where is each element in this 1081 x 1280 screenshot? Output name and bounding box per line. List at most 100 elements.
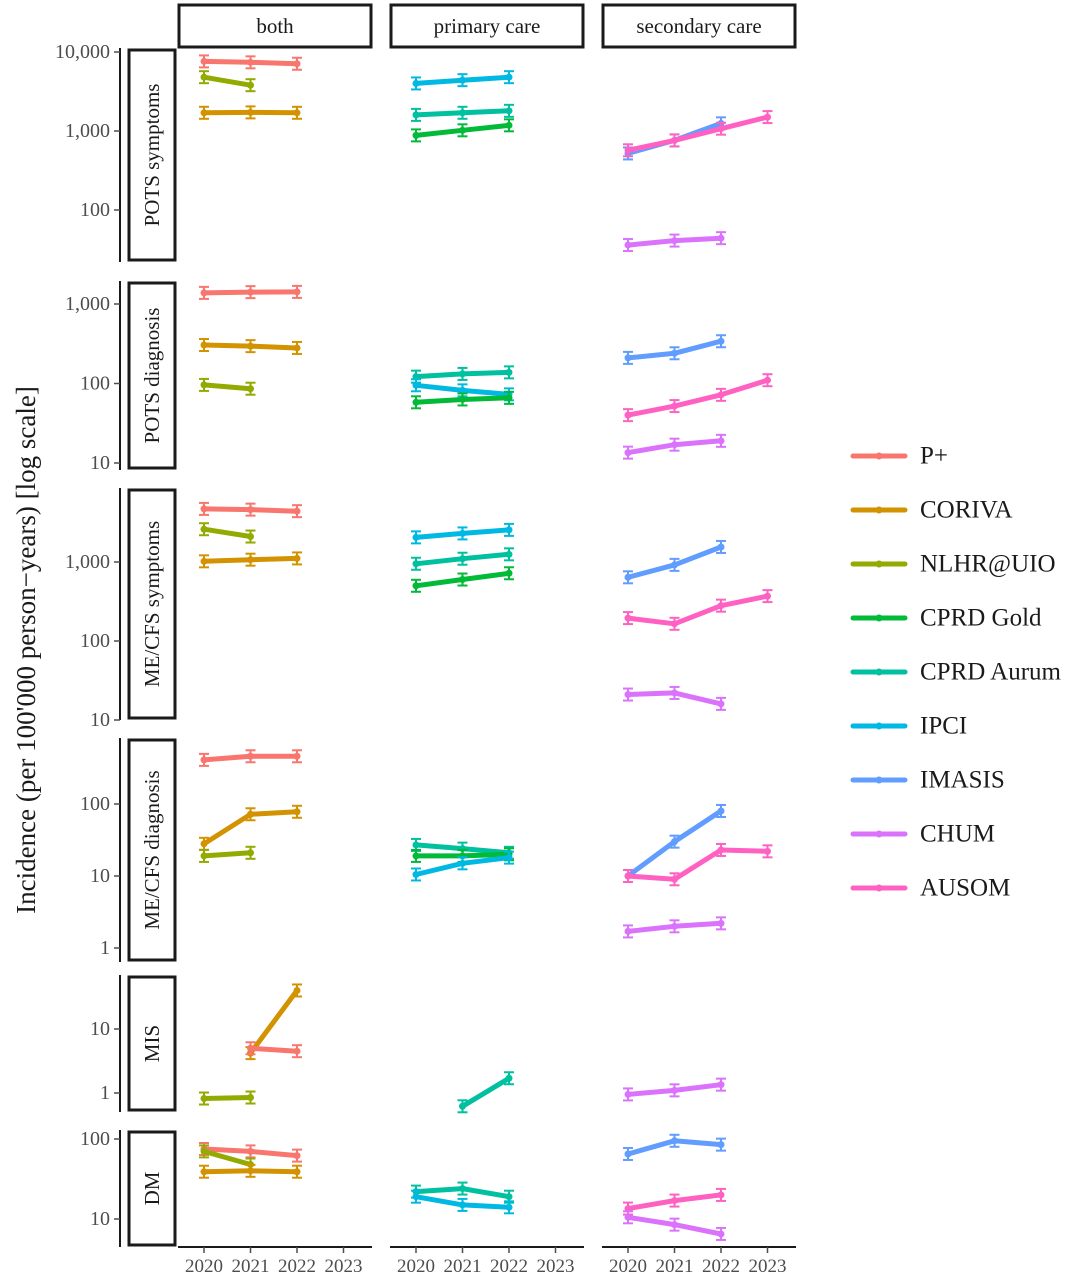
row-strip-4	[127, 975, 177, 1112]
data-point	[459, 370, 466, 378]
data-point	[671, 838, 678, 846]
data-point	[247, 1167, 254, 1175]
x-tick-label: 2023	[749, 1256, 787, 1277]
data-point	[624, 1090, 632, 1098]
data-point	[412, 79, 420, 87]
data-point	[671, 620, 678, 628]
data-point	[200, 557, 208, 565]
data-point	[247, 506, 254, 514]
row-strip-5	[127, 1130, 177, 1247]
data-point	[459, 576, 466, 584]
data-point	[671, 561, 678, 569]
data-point	[505, 73, 513, 81]
data-point	[459, 1201, 466, 1209]
x-tick-label: 2023	[325, 1256, 363, 1277]
data-point	[717, 807, 725, 815]
data-point	[459, 555, 466, 563]
data-point	[412, 870, 420, 878]
data-point	[459, 109, 466, 117]
y-tick-label: 100	[80, 373, 110, 395]
series-line-AUSOM	[625, 593, 770, 627]
data-point	[717, 234, 725, 242]
y-axis-title: Incidence (per 100'000 person−years) [lo…	[11, 386, 41, 914]
data-point	[505, 394, 513, 402]
row-strip-0	[127, 48, 177, 262]
data-point	[624, 449, 632, 457]
data-point	[200, 525, 208, 533]
data-point	[505, 1074, 513, 1082]
data-point	[412, 582, 420, 590]
series-line-AUSOM	[625, 377, 770, 418]
y-tick-label: 1	[100, 937, 110, 959]
data-point	[505, 107, 513, 115]
data-point	[412, 381, 420, 389]
legend-key-point	[875, 506, 883, 514]
legend-key-point	[875, 776, 883, 784]
data-point	[247, 556, 254, 564]
y-tick-label: 100	[80, 1128, 110, 1150]
data-point	[200, 381, 208, 389]
legend-label: IMASIS	[920, 767, 1005, 794]
data-point	[293, 986, 301, 994]
series-line-P+	[248, 1045, 300, 1054]
data-point	[624, 614, 632, 622]
data-point	[624, 1150, 632, 1158]
data-point	[671, 1197, 678, 1205]
series-line-CPRD Aurum	[460, 1075, 512, 1109]
data-point	[505, 569, 513, 577]
data-point	[459, 859, 466, 867]
y-tick-label: 1	[100, 1082, 110, 1104]
data-point	[412, 398, 420, 406]
data-point	[717, 1081, 725, 1089]
series-line-NLHR@UIO	[201, 1148, 253, 1167]
y-tick-label: 1,000	[65, 120, 110, 142]
x-tick-label: 2020	[185, 1256, 223, 1277]
data-point	[293, 808, 301, 816]
data-point	[459, 386, 466, 394]
column-strip-label: secondary care	[636, 14, 761, 38]
x-tick-label: 2021	[656, 1256, 694, 1277]
data-point	[505, 368, 513, 376]
data-point	[293, 1047, 301, 1055]
data-point	[247, 81, 254, 89]
x-tick-label: 2023	[537, 1256, 575, 1277]
data-point	[200, 1095, 208, 1103]
y-tick-label: 1,000	[65, 293, 110, 315]
data-point	[624, 573, 632, 581]
data-point	[412, 131, 420, 139]
data-point	[247, 849, 254, 857]
data-point	[624, 411, 632, 419]
series-line-NLHR@UIO	[201, 74, 253, 88]
data-point	[671, 349, 678, 357]
data-point	[505, 1203, 513, 1211]
data-point	[459, 126, 466, 134]
data-point	[624, 354, 632, 362]
data-point	[247, 1044, 254, 1052]
data-point	[293, 752, 301, 760]
legend-key-point	[875, 722, 883, 730]
legend-label: IPCI	[920, 713, 967, 740]
series-line-NLHR@UIO	[201, 1095, 253, 1101]
series-line-AUSOM	[625, 847, 770, 882]
data-point	[459, 1102, 466, 1110]
data-point	[671, 875, 678, 883]
data-point	[293, 1168, 301, 1176]
data-point	[459, 76, 466, 84]
data-point	[717, 125, 725, 133]
y-tick-label: 1,000	[65, 551, 110, 573]
data-point	[671, 402, 678, 410]
data-point	[200, 341, 208, 349]
data-point	[412, 533, 420, 541]
data-point	[671, 136, 678, 144]
data-point	[764, 592, 771, 600]
x-tick-label: 2022	[490, 1256, 528, 1277]
legend-key-point	[875, 452, 883, 460]
data-point	[200, 109, 208, 117]
data-point	[505, 550, 513, 558]
column-strip-0	[177, 3, 373, 49]
y-tick-label: 10	[90, 1208, 110, 1230]
data-point	[293, 507, 301, 515]
legend-key-point	[875, 830, 883, 838]
series-line-NLHR@UIO	[201, 526, 253, 539]
